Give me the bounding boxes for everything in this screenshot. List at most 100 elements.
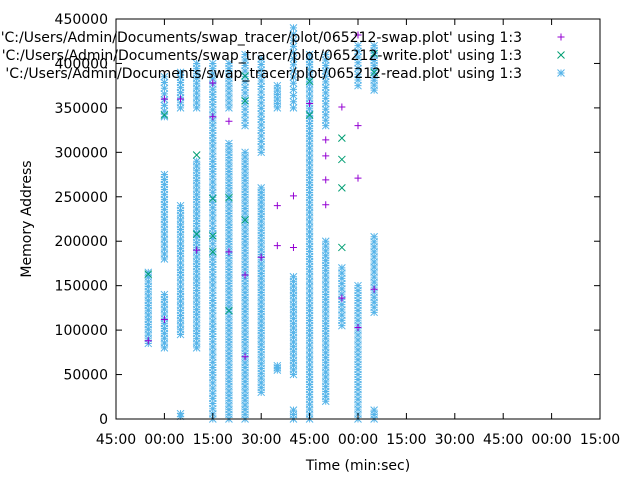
data-point — [257, 104, 266, 113]
data-point — [257, 293, 266, 302]
data-point — [321, 116, 330, 125]
data-point — [192, 69, 201, 78]
data-point — [289, 333, 298, 342]
data-point — [208, 147, 217, 155]
x-tick-label: 30:00 — [435, 432, 475, 448]
data-point — [338, 269, 346, 277]
data-point — [257, 142, 266, 151]
data-point — [241, 405, 249, 414]
data-point — [160, 205, 169, 214]
data-point — [208, 188, 217, 197]
data-point — [289, 356, 298, 365]
data-point — [338, 279, 346, 288]
data-point — [257, 269, 266, 278]
data-point — [225, 144, 233, 152]
data-point — [225, 172, 233, 180]
data-point — [192, 89, 201, 97]
data-point — [370, 285, 378, 293]
data-point — [208, 100, 217, 109]
data-point — [192, 324, 201, 333]
data-point — [192, 176, 201, 185]
data-point — [321, 110, 330, 119]
data-point — [225, 335, 233, 344]
data-point — [144, 311, 153, 319]
data-point — [305, 178, 314, 187]
data-point — [241, 373, 249, 381]
data-point — [208, 348, 217, 356]
data-point — [289, 286, 298, 295]
data-point — [241, 176, 249, 185]
data-point — [192, 224, 201, 233]
data-point — [192, 329, 201, 338]
data-point — [160, 210, 169, 219]
data-point — [160, 107, 169, 115]
y-tick-label: 200000 — [55, 234, 108, 250]
y-tick-label: 350000 — [55, 101, 108, 117]
data-point — [160, 250, 169, 258]
data-point — [370, 298, 378, 307]
data-point — [208, 248, 217, 256]
data-point — [305, 119, 314, 128]
data-point — [176, 225, 185, 234]
data-point — [208, 183, 217, 191]
data-point — [241, 83, 249, 92]
data-point — [208, 232, 217, 240]
data-point — [257, 345, 266, 354]
data-point — [257, 93, 266, 102]
data-point — [289, 24, 298, 32]
data-point — [208, 234, 217, 243]
data-point — [305, 109, 314, 118]
data-point — [192, 171, 201, 180]
data-point — [192, 296, 201, 304]
data-point — [370, 41, 378, 50]
data-point — [160, 295, 169, 304]
data-point — [241, 293, 249, 302]
data-point — [144, 296, 153, 305]
data-point — [289, 48, 298, 57]
data-point — [305, 213, 314, 221]
data-point — [321, 295, 330, 304]
data-point — [305, 405, 314, 414]
data-point — [321, 363, 330, 372]
data-point — [305, 168, 314, 177]
x-tick-label: 15:00 — [386, 432, 426, 448]
data-point — [241, 302, 249, 311]
data-point — [225, 359, 233, 367]
data-point — [289, 410, 298, 419]
data-point — [176, 68, 185, 77]
data-point — [192, 334, 201, 343]
data-point — [305, 80, 314, 88]
data-point — [241, 340, 249, 348]
data-point — [225, 248, 233, 256]
data-point — [305, 331, 314, 340]
data-point — [241, 185, 249, 194]
data-point — [321, 247, 330, 255]
data-point — [192, 219, 201, 228]
data-point — [257, 193, 266, 202]
data-point — [225, 139, 233, 148]
data-point — [321, 348, 330, 357]
data-point — [354, 400, 362, 409]
data-point — [305, 326, 314, 335]
data-point — [370, 66, 378, 75]
data-point — [305, 390, 314, 399]
data-point — [370, 68, 378, 77]
data-point — [241, 410, 249, 419]
data-point — [321, 105, 330, 114]
data-point — [305, 360, 314, 369]
data-point — [160, 90, 169, 98]
data-point — [176, 409, 185, 418]
data-point — [305, 159, 314, 167]
data-point — [257, 279, 266, 287]
data-point — [208, 358, 217, 367]
data-point — [241, 344, 249, 353]
data-point — [225, 200, 233, 209]
data-point — [289, 300, 298, 309]
data-point — [305, 149, 314, 157]
data-point — [176, 78, 185, 87]
data-point — [305, 173, 314, 182]
data-point — [208, 332, 217, 341]
data-point — [305, 188, 314, 197]
data-point — [305, 252, 314, 261]
data-point — [160, 215, 169, 224]
